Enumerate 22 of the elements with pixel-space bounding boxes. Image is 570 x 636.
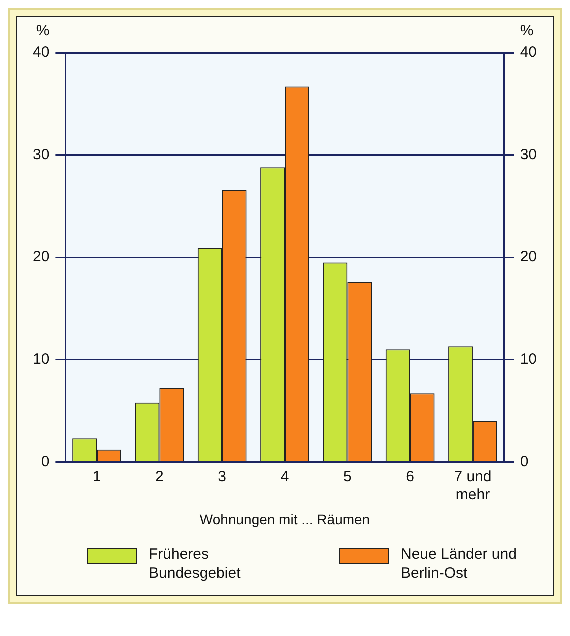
y2-tick-label: 10 — [520, 351, 538, 368]
legend-label: Früheres Bundesgebiet — [149, 545, 242, 583]
y2-tick-label: 40 — [520, 44, 538, 62]
x-tick-label: 4 — [280, 468, 290, 486]
y-tick-label: 0 — [41, 453, 50, 470]
x-tick-label: 5 — [343, 468, 352, 486]
x-tick-label: 6 — [406, 468, 414, 486]
x-tick-label: 2 — [156, 468, 164, 486]
y2-tick-label: 30 — [520, 146, 538, 164]
y2-tick-label: 0 — [520, 453, 529, 470]
y-tick-label: 20 — [32, 248, 50, 266]
y2-tick-label: 20 — [520, 248, 538, 266]
x-tick-label: 7 und mehr — [454, 468, 492, 504]
legend-label: Neue Länder und Berlin-Ost — [401, 545, 518, 583]
x-tick-label: 3 — [218, 468, 227, 486]
y-tick-label: 10 — [32, 351, 50, 368]
x-axis-title: Wohnungen mit ... Räumen — [200, 511, 370, 528]
y-tick-label: 40 — [32, 44, 50, 62]
y-tick-label: 30 — [32, 146, 50, 164]
x-tick-label: 1 — [92, 468, 102, 486]
y-axis-title: % — [36, 22, 50, 40]
y2-axis-title: % — [520, 22, 534, 40]
